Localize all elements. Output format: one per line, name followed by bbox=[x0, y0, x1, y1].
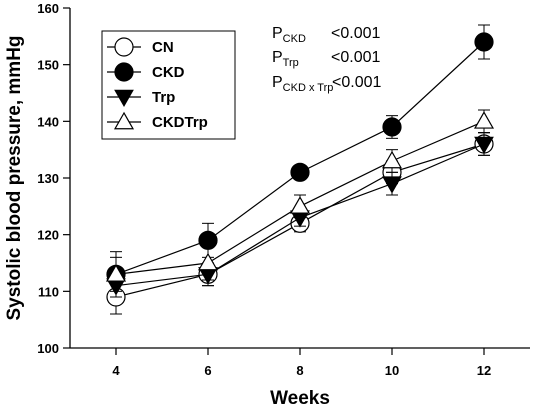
legend-marker bbox=[113, 111, 135, 130]
y-axis-title: Systolic blood pressure, mmHg bbox=[4, 35, 25, 320]
y-tick-label: 150 bbox=[37, 58, 59, 73]
data-point bbox=[197, 252, 219, 271]
legend-label: Trp bbox=[152, 89, 175, 106]
p-value-label: PCKD bbox=[272, 25, 306, 45]
legend-marker bbox=[114, 89, 134, 108]
p-subscript: CKD x Trp bbox=[283, 82, 334, 94]
p-value: <0.001 bbox=[331, 49, 380, 66]
y-tick-label: 120 bbox=[37, 228, 59, 243]
data-point bbox=[105, 264, 127, 282]
data-point bbox=[381, 150, 403, 169]
y-tick-label: 130 bbox=[37, 171, 59, 186]
legend-label: CKD bbox=[152, 64, 185, 81]
p-symbol: P bbox=[272, 49, 283, 66]
x-tick-label: 12 bbox=[477, 363, 491, 378]
x-tick-label: 4 bbox=[112, 363, 120, 378]
p-value-label: PTrp bbox=[272, 49, 299, 69]
p-subscript: Trp bbox=[283, 57, 299, 69]
data-point bbox=[473, 111, 495, 129]
y-tick-label: 160 bbox=[37, 1, 59, 16]
y-tick-label: 100 bbox=[37, 341, 59, 356]
p-value: <0.001 bbox=[331, 25, 380, 42]
x-ticks: 4 6 8 10 12 bbox=[112, 348, 491, 378]
legend-label: CN bbox=[152, 39, 174, 56]
x-tick-label: 6 bbox=[204, 363, 211, 378]
data-point bbox=[382, 117, 402, 137]
data-point bbox=[289, 196, 311, 214]
y-ticks: 100 110 120 130 140 150 160 bbox=[37, 1, 70, 356]
x-tick-label: 10 bbox=[385, 363, 399, 378]
p-symbol: P bbox=[272, 74, 283, 91]
p-symbol: P bbox=[272, 25, 283, 42]
x-axis-title: Weeks bbox=[270, 388, 330, 409]
series-layer bbox=[105, 24, 495, 315]
p-subscript: CKD bbox=[283, 33, 306, 45]
data-point bbox=[290, 162, 310, 182]
data-point bbox=[474, 32, 494, 52]
p-value: <0.001 bbox=[332, 74, 381, 91]
series-ckdtrp bbox=[105, 109, 495, 292]
legend-label: CKDTrp bbox=[152, 114, 208, 131]
y-tick-label: 140 bbox=[37, 114, 59, 129]
data-point bbox=[382, 176, 402, 194]
legend-marker bbox=[114, 37, 134, 57]
y-tick-label: 110 bbox=[38, 284, 59, 299]
legend-marker bbox=[114, 62, 134, 82]
data-point bbox=[474, 136, 494, 155]
x-tick-label: 8 bbox=[296, 363, 303, 378]
p-value-label: PCKD x Trp bbox=[272, 74, 333, 94]
